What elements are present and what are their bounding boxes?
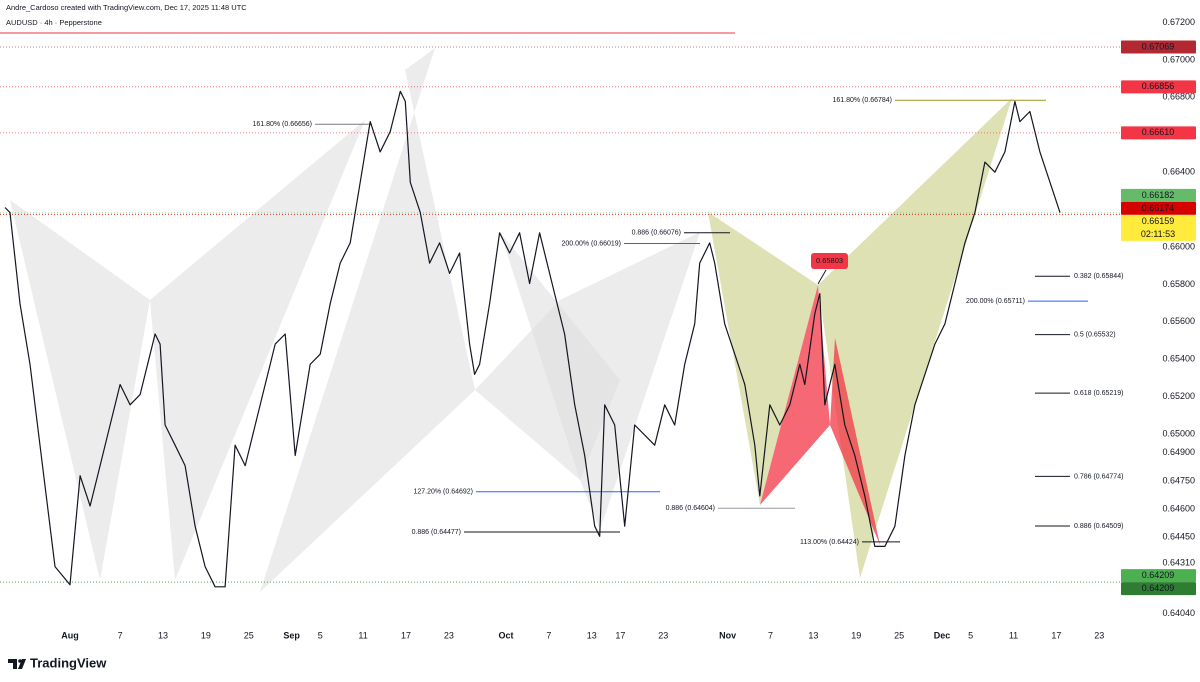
annotation-label: 0.886 (0.64477) [412, 529, 461, 536]
price-tag-label: 0.66159 [1142, 216, 1175, 226]
annotation-label: 0.618 (0.65219) [1074, 390, 1123, 397]
pattern-shape [10, 200, 150, 580]
y-tick-label: 0.65400 [1162, 354, 1195, 364]
x-tick-label: 19 [851, 630, 861, 640]
x-tick-label: 23 [658, 630, 668, 640]
brand-name: TradingView [30, 655, 107, 670]
price-tag-label: 0.64209 [1142, 570, 1175, 580]
price-tag-label: 0.66182 [1142, 190, 1175, 200]
x-tick-label: 17 [615, 630, 625, 640]
price-tag-label: 0.66610 [1142, 127, 1175, 137]
y-tick-label: 0.66000 [1162, 241, 1195, 251]
x-tick-label: Oct [499, 630, 514, 640]
x-tick-label: 5 [318, 630, 323, 640]
x-tick-label: Dec [934, 630, 951, 640]
price-tag [1121, 126, 1196, 140]
annotation-label: 161.80% (0.66656) [252, 121, 312, 128]
harmonic-patterns [10, 48, 1012, 592]
price-tag-label: 0.66174 [1142, 203, 1175, 213]
price-tag-label: 0.66856 [1142, 81, 1175, 91]
y-tick-label: 0.64040 [1162, 608, 1195, 618]
price-tag [1121, 188, 1196, 202]
pattern-shape [708, 212, 818, 505]
y-tick-label: 0.64600 [1162, 503, 1195, 513]
pattern-shape [150, 120, 365, 580]
y-tick-label: 0.64310 [1162, 558, 1195, 568]
y-tick-label: 0.65600 [1162, 316, 1195, 326]
callout-box [811, 253, 848, 269]
pattern-shape [260, 48, 475, 592]
x-tick-label: 7 [768, 630, 773, 640]
annotation-label: 0.886 (0.66076) [632, 230, 681, 237]
pattern-shape [500, 232, 620, 480]
x-tick-label: Aug [61, 630, 79, 640]
price-tag-label: 0.64209 [1142, 583, 1175, 593]
pattern-shape [830, 338, 880, 545]
annotation-label: 127.20% (0.64692) [413, 489, 473, 496]
x-tick-label: 13 [158, 630, 168, 640]
logo-icon [8, 659, 26, 669]
pattern-shape [818, 98, 1012, 578]
callout-arrow [817, 269, 827, 285]
callout-label: 0.65803 [816, 256, 843, 265]
y-tick-label: 0.64450 [1162, 531, 1195, 541]
brand-logo: TradingView [8, 655, 107, 670]
y-tick-label: 0.66800 [1162, 92, 1195, 102]
y-tick-label: 0.65000 [1162, 429, 1195, 439]
x-tick-label: 11 [358, 630, 367, 640]
x-tick-label: 25 [894, 630, 904, 640]
x-tick-label: Sep [283, 630, 300, 640]
logo-dot [18, 659, 22, 663]
x-tick-label: 13 [808, 630, 818, 640]
annotation-label: 0.786 (0.64774) [1074, 473, 1123, 480]
price-line [4, 90, 1061, 588]
price-tag [1121, 569, 1196, 583]
annotation-label: 161.80% (0.66784) [832, 97, 892, 104]
y-tick-label: 0.65200 [1162, 391, 1195, 401]
y-tick-label: 0.65800 [1162, 279, 1195, 289]
price-tag [1121, 201, 1196, 215]
price-tag-label: 0.67069 [1142, 41, 1175, 51]
x-tick-label: 7 [546, 630, 551, 640]
annotation-label: 113.00% (0.64424) [800, 539, 859, 546]
annotation-label: 0.886 (0.64509) [1074, 523, 1123, 530]
annotation-label: 0.382 (0.65844) [1074, 273, 1123, 280]
x-tick-label: 5 [968, 630, 973, 640]
x-tick-label: 11 [1009, 630, 1018, 640]
annotation-label: 0.886 (0.64604) [666, 505, 715, 512]
x-tick-label: 23 [1094, 630, 1104, 640]
x-tick-label: 17 [401, 630, 411, 640]
x-tick-label: 7 [118, 630, 123, 640]
price-tag [1121, 80, 1196, 94]
price-tag [1121, 582, 1196, 596]
annotation-label: 200.00% (0.65711) [966, 298, 1025, 305]
annotation-label: 0.5 (0.65532) [1074, 331, 1116, 338]
price-tag [1121, 40, 1196, 54]
countdown-label: 02:11:53 [1141, 229, 1175, 239]
annotation-label: 200.00% (0.66019) [561, 240, 621, 247]
pattern-shape [760, 285, 830, 505]
x-tick-label: 13 [587, 630, 597, 640]
x-tick-label: Nov [719, 630, 736, 640]
y-tick-label: 0.64750 [1162, 475, 1195, 485]
symbol-legend: AUDUSD · 4h · Pepperstone [6, 18, 102, 27]
x-tick-label: 23 [444, 630, 454, 640]
y-tick-label: 0.66400 [1162, 167, 1195, 177]
y-tick-label: 0.64900 [1162, 447, 1195, 457]
y-tick-label: 0.67200 [1162, 17, 1195, 27]
header-credit: Andre_Cardoso created with TradingView.c… [6, 3, 247, 12]
x-tick-label: 17 [1051, 630, 1061, 640]
x-tick-label: 19 [201, 630, 211, 640]
x-tick-label: 25 [244, 630, 254, 640]
price-tag [1121, 214, 1196, 241]
y-tick-label: 0.67000 [1162, 54, 1195, 64]
